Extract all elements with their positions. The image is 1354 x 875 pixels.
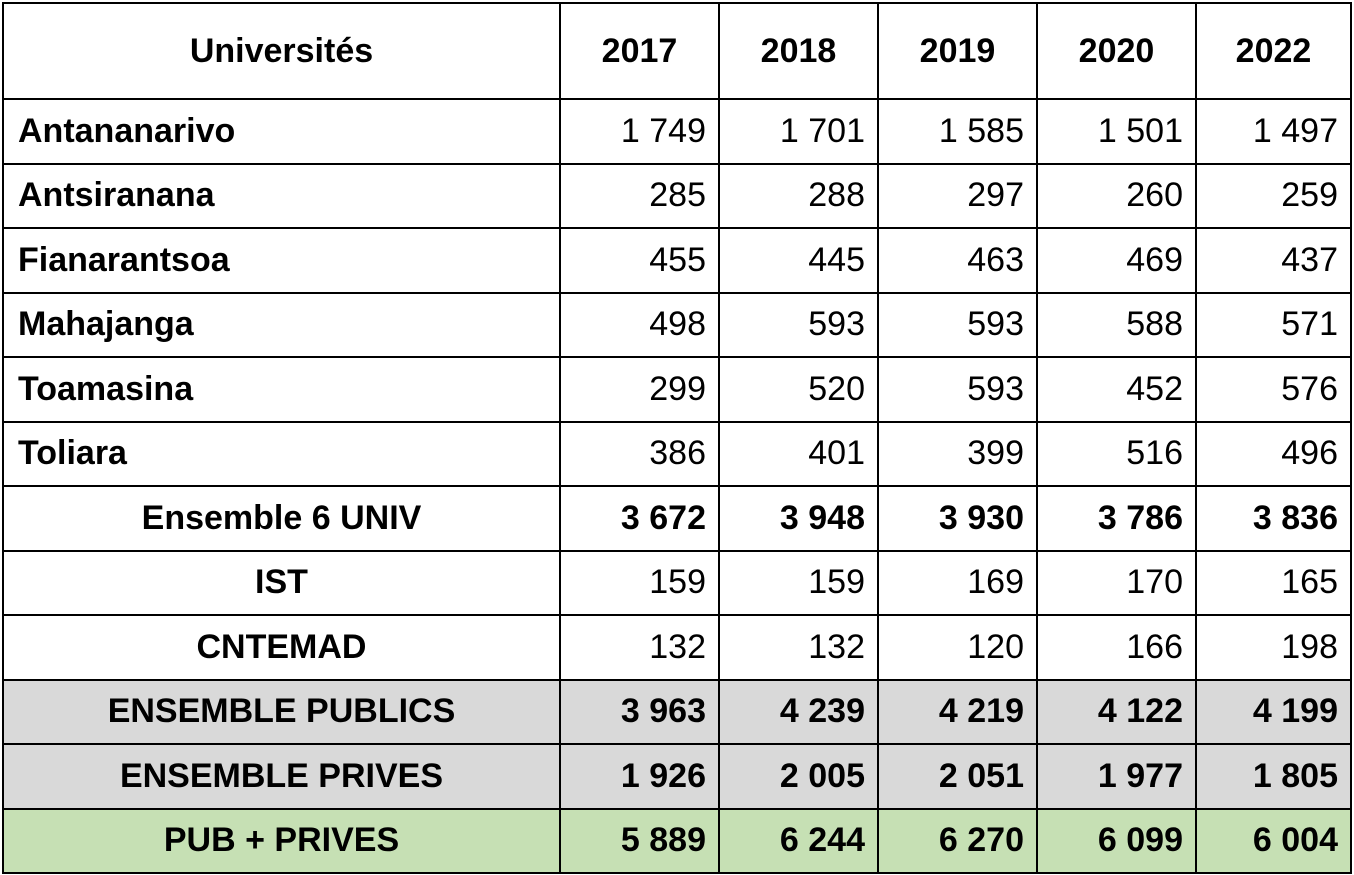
cell-2020: 3 786 bbox=[1036, 485, 1197, 552]
cell-2022: 496 bbox=[1195, 420, 1352, 487]
row-label: Mahajanga bbox=[2, 291, 561, 358]
row-label: ENSEMBLE PRIVES bbox=[2, 743, 561, 810]
cell-2020: 516 bbox=[1036, 420, 1197, 487]
cell-2019: 399 bbox=[877, 420, 1038, 487]
cell-2017: 5 889 bbox=[559, 807, 720, 874]
table-row-toamasina: Toamasina 299 520 593 452 576 bbox=[2, 356, 1352, 423]
header-2017: 2017 bbox=[559, 2, 720, 100]
cell-2019: 297 bbox=[877, 162, 1038, 229]
cell-2018: 159 bbox=[718, 549, 879, 616]
row-label: Toliara bbox=[2, 420, 561, 487]
table-row-toliara: Toliara 386 401 399 516 496 bbox=[2, 420, 1352, 487]
row-label: Antananarivo bbox=[2, 98, 561, 165]
cell-2019: 2 051 bbox=[877, 743, 1038, 810]
cell-2022: 259 bbox=[1195, 162, 1352, 229]
cell-2019: 6 270 bbox=[877, 807, 1038, 874]
cell-2018: 445 bbox=[718, 227, 879, 294]
cell-2019: 463 bbox=[877, 227, 1038, 294]
cell-2017: 285 bbox=[559, 162, 720, 229]
cell-2017: 386 bbox=[559, 420, 720, 487]
cell-2020: 6 099 bbox=[1036, 807, 1197, 874]
row-label: Fianarantsoa bbox=[2, 227, 561, 294]
row-label: ENSEMBLE PUBLICS bbox=[2, 678, 561, 745]
cell-2022: 576 bbox=[1195, 356, 1352, 423]
table-row-antsiranana: Antsiranana 285 288 297 260 259 bbox=[2, 162, 1352, 229]
header-universites: Universités bbox=[2, 2, 561, 100]
cell-2019: 1 585 bbox=[877, 98, 1038, 165]
row-label: Antsiranana bbox=[2, 162, 561, 229]
cell-2020: 1 977 bbox=[1036, 743, 1197, 810]
cell-2018: 132 bbox=[718, 614, 879, 681]
row-label: PUB + PRIVES bbox=[2, 807, 561, 874]
row-label: CNTEMAD bbox=[2, 614, 561, 681]
cell-2018: 2 005 bbox=[718, 743, 879, 810]
cell-2018: 401 bbox=[718, 420, 879, 487]
cell-2020: 166 bbox=[1036, 614, 1197, 681]
cell-2022: 165 bbox=[1195, 549, 1352, 616]
cell-2017: 1 749 bbox=[559, 98, 720, 165]
cell-2019: 593 bbox=[877, 356, 1038, 423]
table-row-fianarantsoa: Fianarantsoa 455 445 463 469 437 bbox=[2, 227, 1352, 294]
cell-2022: 4 199 bbox=[1195, 678, 1352, 745]
cell-2020: 1 501 bbox=[1036, 98, 1197, 165]
table-row-ist: IST 159 159 169 170 165 bbox=[2, 549, 1352, 616]
cell-2020: 170 bbox=[1036, 549, 1197, 616]
table-row-ensemble-prives: ENSEMBLE PRIVES 1 926 2 005 2 051 1 977 … bbox=[2, 743, 1352, 810]
cell-2022: 198 bbox=[1195, 614, 1352, 681]
cell-2018: 593 bbox=[718, 291, 879, 358]
cell-2018: 4 239 bbox=[718, 678, 879, 745]
cell-2019: 593 bbox=[877, 291, 1038, 358]
table-row-antananarivo: Antananarivo 1 749 1 701 1 585 1 501 1 4… bbox=[2, 98, 1352, 165]
cell-2018: 520 bbox=[718, 356, 879, 423]
cell-2019: 120 bbox=[877, 614, 1038, 681]
table-row-ensemble-6-univ: Ensemble 6 UNIV 3 672 3 948 3 930 3 786 … bbox=[2, 485, 1352, 552]
cell-2022: 437 bbox=[1195, 227, 1352, 294]
cell-2017: 159 bbox=[559, 549, 720, 616]
cell-2017: 299 bbox=[559, 356, 720, 423]
cell-2022: 1 805 bbox=[1195, 743, 1352, 810]
cell-2017: 455 bbox=[559, 227, 720, 294]
table-row-cntemad: CNTEMAD 132 132 120 166 198 bbox=[2, 614, 1352, 681]
header-2019: 2019 bbox=[877, 2, 1038, 100]
cell-2020: 260 bbox=[1036, 162, 1197, 229]
cell-2017: 498 bbox=[559, 291, 720, 358]
cell-2020: 452 bbox=[1036, 356, 1197, 423]
cell-2020: 4 122 bbox=[1036, 678, 1197, 745]
header-2018: 2018 bbox=[718, 2, 879, 100]
cell-2017: 1 926 bbox=[559, 743, 720, 810]
row-label: IST bbox=[2, 549, 561, 616]
cell-2017: 3 672 bbox=[559, 485, 720, 552]
table-row-ensemble-publics: ENSEMBLE PUBLICS 3 963 4 239 4 219 4 122… bbox=[2, 678, 1352, 745]
header-row: Universités 2017 2018 2019 2020 2022 bbox=[2, 2, 1352, 100]
cell-2019: 3 930 bbox=[877, 485, 1038, 552]
cell-2022: 571 bbox=[1195, 291, 1352, 358]
cell-2018: 288 bbox=[718, 162, 879, 229]
cell-2017: 132 bbox=[559, 614, 720, 681]
cell-2019: 4 219 bbox=[877, 678, 1038, 745]
cell-2020: 469 bbox=[1036, 227, 1197, 294]
cell-2018: 3 948 bbox=[718, 485, 879, 552]
cell-2022: 3 836 bbox=[1195, 485, 1352, 552]
row-label: Ensemble 6 UNIV bbox=[2, 485, 561, 552]
cell-2022: 6 004 bbox=[1195, 807, 1352, 874]
cell-2017: 3 963 bbox=[559, 678, 720, 745]
header-2022: 2022 bbox=[1195, 2, 1352, 100]
header-2020: 2020 bbox=[1036, 2, 1197, 100]
cell-2020: 588 bbox=[1036, 291, 1197, 358]
table-row-mahajanga: Mahajanga 498 593 593 588 571 bbox=[2, 291, 1352, 358]
table-row-pub-plus-prives: PUB + PRIVES 5 889 6 244 6 270 6 099 6 0… bbox=[2, 807, 1352, 874]
cell-2019: 169 bbox=[877, 549, 1038, 616]
cell-2018: 1 701 bbox=[718, 98, 879, 165]
row-label: Toamasina bbox=[2, 356, 561, 423]
cell-2022: 1 497 bbox=[1195, 98, 1352, 165]
cell-2018: 6 244 bbox=[718, 807, 879, 874]
